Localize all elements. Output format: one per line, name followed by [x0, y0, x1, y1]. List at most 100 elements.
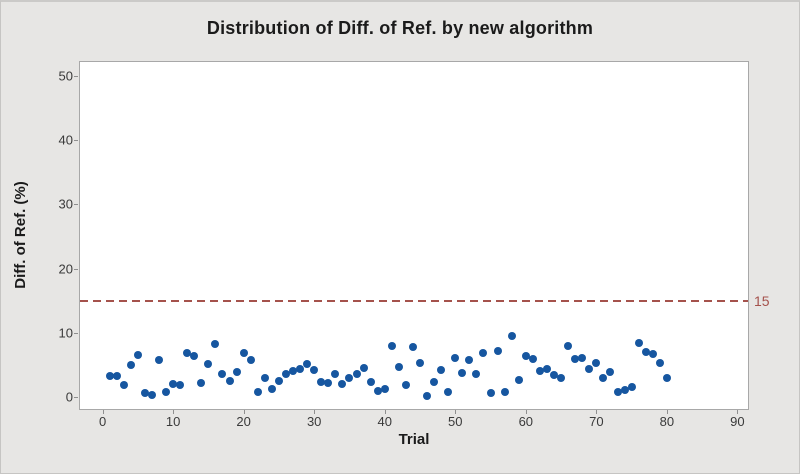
data-point	[197, 378, 206, 387]
data-point	[155, 355, 163, 364]
x-tick-label: 50	[448, 414, 463, 429]
data-point	[147, 390, 156, 399]
x-tick-label: 20	[236, 414, 251, 429]
data-point	[550, 371, 559, 379]
data-point	[444, 387, 453, 396]
data-point	[451, 354, 460, 363]
data-point	[303, 360, 312, 369]
x-tick	[666, 410, 668, 414]
data-point	[613, 388, 622, 397]
data-point	[112, 372, 121, 381]
data-point	[140, 388, 149, 397]
x-tick	[173, 410, 175, 414]
data-point	[535, 366, 544, 375]
data-point	[105, 371, 114, 380]
data-point	[472, 370, 481, 379]
data-point	[366, 378, 375, 387]
data-point	[423, 392, 432, 401]
data-point	[528, 354, 537, 363]
y-tick	[74, 332, 78, 334]
y-tick-label: 40	[58, 132, 73, 148]
data-point	[338, 379, 347, 388]
data-point	[345, 374, 354, 383]
data-point	[133, 351, 142, 360]
data-point	[253, 388, 262, 397]
y-tick	[74, 396, 78, 398]
data-point	[620, 386, 629, 395]
x-tick-label: 90	[730, 414, 745, 429]
data-point	[387, 342, 396, 351]
x-axis-label: Trial	[398, 431, 430, 448]
x-tick	[102, 410, 104, 414]
data-point	[655, 359, 664, 368]
data-point	[352, 369, 361, 378]
x-tick	[596, 410, 598, 414]
data-point	[571, 354, 580, 363]
data-point	[162, 387, 171, 396]
x-tick	[737, 410, 739, 414]
plot-area	[79, 61, 749, 410]
data-point	[331, 370, 340, 379]
data-point	[493, 346, 502, 355]
data-point	[415, 359, 424, 368]
data-point	[437, 365, 446, 374]
data-point	[564, 342, 573, 351]
data-point	[578, 354, 587, 363]
x-tick-label: 10	[165, 414, 181, 429]
x-tick-label: 60	[518, 414, 534, 429]
y-tick	[74, 76, 78, 78]
data-point	[211, 339, 220, 348]
data-point	[225, 376, 234, 385]
data-point	[324, 378, 333, 387]
data-point	[204, 360, 213, 369]
data-point	[634, 338, 643, 347]
data-point	[176, 381, 185, 390]
data-point	[648, 350, 657, 359]
data-point	[359, 363, 368, 372]
data-point	[592, 359, 601, 368]
data-point	[232, 367, 241, 376]
data-point	[267, 385, 276, 394]
data-point	[169, 379, 178, 388]
data-point	[119, 381, 128, 390]
y-axis-label: Diff. of Ref. (%)	[12, 181, 29, 289]
data-point	[641, 347, 650, 356]
data-point	[274, 376, 283, 385]
data-point	[408, 342, 417, 351]
x-tick	[384, 410, 386, 414]
data-point	[465, 356, 474, 365]
x-tick	[314, 410, 316, 414]
data-point	[281, 370, 290, 379]
data-point	[479, 348, 488, 357]
data-point	[514, 376, 523, 385]
data-point	[557, 374, 566, 383]
y-tick-label: 0	[65, 389, 73, 405]
data-point	[380, 385, 389, 394]
data-point	[542, 364, 551, 373]
data-point	[627, 383, 636, 392]
chart-title: Distribution of Diff. of Ref. by new alg…	[206, 18, 594, 38]
data-point	[260, 374, 269, 383]
data-point	[183, 348, 192, 357]
y-tick	[74, 140, 78, 142]
data-point	[500, 387, 509, 396]
data-point	[190, 351, 199, 360]
data-point	[296, 364, 305, 373]
y-tick-label: 30	[58, 196, 73, 212]
reference-line	[80, 299, 748, 302]
x-tick-label: 30	[306, 414, 322, 429]
data-point	[585, 364, 594, 373]
data-point	[430, 378, 439, 387]
data-point	[394, 362, 403, 371]
data-point	[246, 356, 255, 365]
data-point	[486, 388, 495, 397]
y-tick	[74, 204, 78, 206]
data-point	[599, 374, 608, 383]
data-point	[289, 367, 298, 376]
data-point	[310, 365, 319, 374]
data-point	[662, 374, 671, 383]
y-tick-label: 20	[58, 261, 73, 277]
data-point	[606, 367, 615, 376]
data-point	[373, 387, 382, 396]
